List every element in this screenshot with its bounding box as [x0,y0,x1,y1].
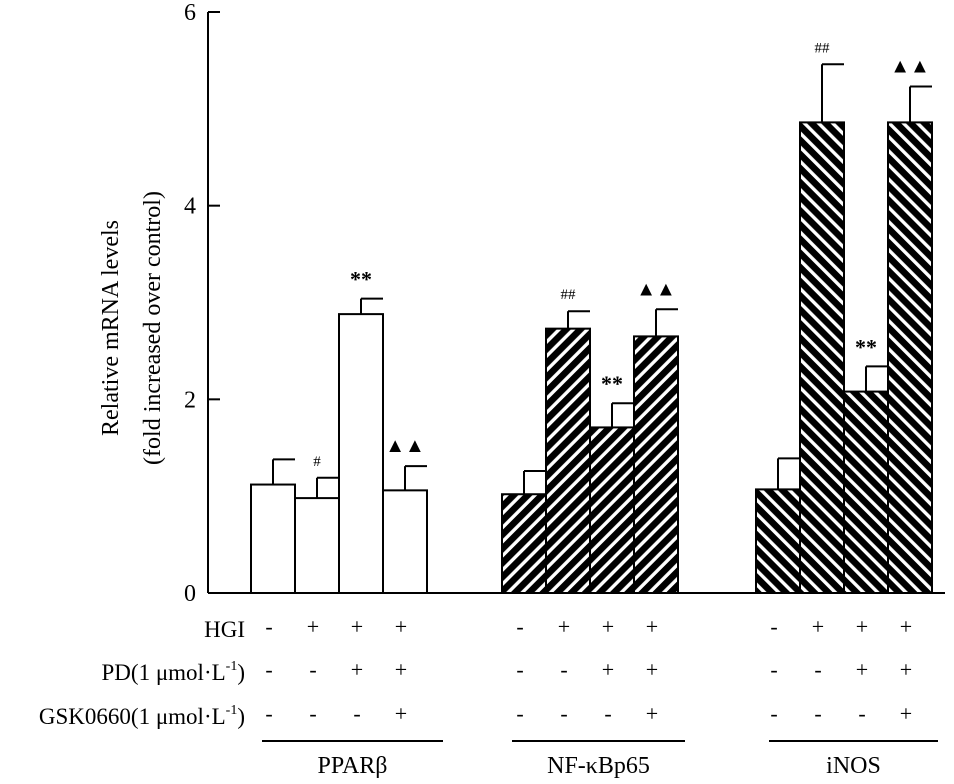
y-axis: 0 2 4 6 [184,0,220,607]
sign-1-2-0: - [770,657,777,682]
significance-mark-1-2: ** [601,371,623,396]
sign-0-2-3: + [900,614,912,639]
y-tick-label-3: 6 [184,0,196,26]
sign-0-2-1: + [812,614,824,639]
sign-0-2-2: + [856,614,868,639]
sign-1-1-2: + [602,657,614,682]
significance-mark-2-3: ▲▲ [890,56,930,78]
sign-2-2-0: - [770,701,777,726]
sign-2-0-1: - [309,701,316,726]
sign-1-2-1: - [814,657,821,682]
sign-0-0-2: + [351,614,363,639]
condition-label-0: HGI [204,617,245,642]
sign-0-0-0: - [265,614,272,639]
significance-mark-2-2: ** [855,334,877,359]
condition-label-1: PD(1 μmol·L-1) [102,659,245,685]
sign-1-2-2: + [856,657,868,682]
sign-0-1-0: - [516,614,523,639]
sign-1-1-1: - [560,657,567,682]
significance-mark-0-3: ▲▲ [385,435,425,457]
sign-1-1-0: - [516,657,523,682]
sign-2-0-2: - [353,701,360,726]
condition-label-superscript-2: -1 [226,703,238,718]
sign-2-2-2: - [858,701,865,726]
bar-2-0 [755,488,801,594]
sign-2-2-3: + [900,701,912,726]
sign-2-0-3: + [395,701,407,726]
sign-0-0-3: + [395,614,407,639]
bar-2-1 [799,121,845,594]
bars: # ** ▲▲ ## ** ▲▲ ## ** ▲▲ [250,40,933,595]
sign-0-1-2: + [602,614,614,639]
sign-2-0-0: - [265,701,272,726]
bar-0-2 [338,313,384,594]
condition-label-text-1: PD(1 μmol·L [102,660,226,685]
group-labels: PPARβ NF-κBp65 iNOS [262,740,938,779]
sign-2-2-1: - [814,701,821,726]
sign-0-2-0: - [770,614,777,639]
condition-label-2: GSK0660(1 μmol·L-1) [39,703,245,729]
sign-1-0-3: + [395,657,407,682]
bar-1-2 [589,426,635,595]
significance-mark-0-2: ** [350,267,372,292]
group-label-2: iNOS [826,753,881,779]
sign-1-2-3: + [900,657,912,682]
y-tick-label-2: 4 [184,194,196,220]
condition-label-text-0: HGI [204,617,245,642]
group-label-0: PPARβ [317,753,387,779]
significance-mark-0-1: # [313,454,321,470]
bar-2-3 [887,121,933,594]
sign-2-1-3: + [646,701,658,726]
condition-table: HGI - + + + - + + + - + + +PD(1 μmol·L-1) - - + + - - + + - - +… [39,614,912,729]
bar-2-2 [843,390,889,594]
bar-0-3 [382,489,428,594]
bar-1-0 [501,493,547,595]
significance-mark-1-3: ▲▲ [636,278,676,300]
group-label-1: NF-κBp65 [547,753,650,779]
condition-label-text-2: GSK0660(1 μmol·L [39,704,226,729]
bar-0-0 [250,483,296,594]
sign-2-1-2: - [604,701,611,726]
sign-1-0-1: - [309,657,316,682]
condition-label-suffix-2: ) [237,704,245,729]
y-axis-label-line1: Relative mRNA levels [98,220,124,436]
significance-mark-1-1: ## [561,287,577,303]
bar-1-1 [545,327,591,594]
sign-1-1-3: + [646,657,658,682]
sign-0-0-1: + [307,614,319,639]
condition-label-superscript-1: -1 [226,659,238,674]
sign-2-1-1: - [560,701,567,726]
significance-mark-2-1: ## [815,40,831,56]
y-tick-label-0: 0 [184,581,196,607]
condition-label-suffix-1: ) [237,660,245,685]
y-axis-label-line2: (fold increased over control) [140,191,166,465]
sign-1-0-0: - [265,657,272,682]
bar-0-1 [294,497,340,594]
sign-1-0-2: + [351,657,363,682]
sign-2-1-0: - [516,701,523,726]
sign-0-1-1: + [558,614,570,639]
y-tick-label-1: 2 [184,387,196,413]
bar-1-3 [633,335,679,594]
sign-0-1-3: + [646,614,658,639]
